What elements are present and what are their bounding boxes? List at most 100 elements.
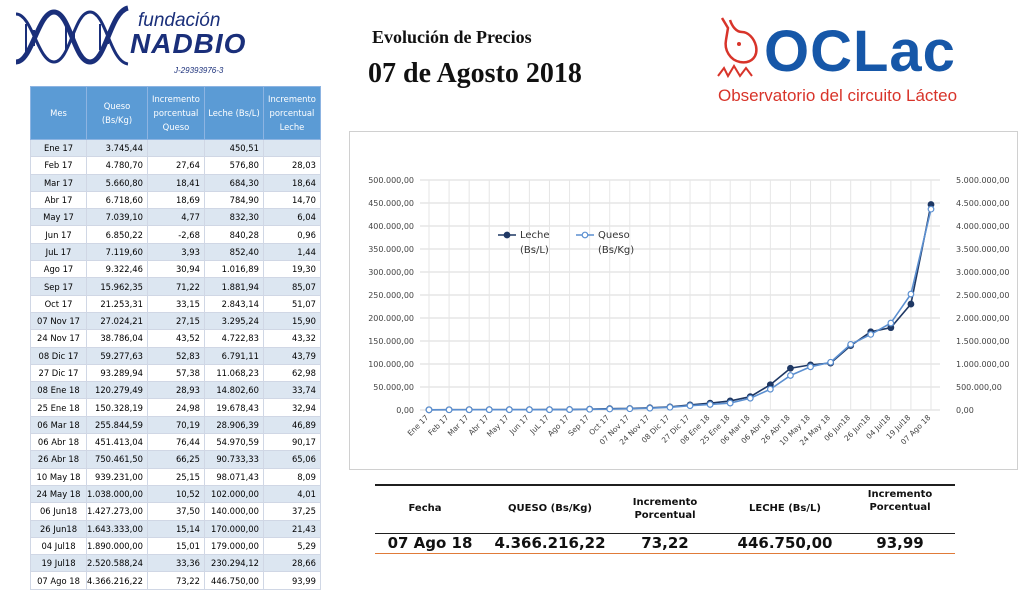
cell-mes: May 17 <box>30 208 87 227</box>
summary-value-incremento-queso: 73,22 <box>641 534 689 552</box>
cell-mes: Abr 17 <box>30 190 87 210</box>
cell-mes: 07 Ago 18 <box>30 571 87 590</box>
y-right-tick-label: 1.000.000,00 <box>956 360 1009 369</box>
y-left-tick-label: 350.000,00 <box>368 245 414 254</box>
table-row: Feb 17 4.780,70 27,64 576,80 28,03 <box>30 156 321 175</box>
cell-queso: 939.231,00 <box>86 467 148 486</box>
cell-incremento-queso: 33,15 <box>146 294 205 313</box>
cell-mes: 07 Nov 17 <box>30 311 87 331</box>
cell-incremento-queso: 71,22 <box>146 277 205 296</box>
summary-bottom-rule <box>375 553 955 554</box>
table-row: 06 Abr 18 451.413,04 76,44 54.970,59 90,17 <box>30 433 321 452</box>
summary-header-leche: LECHE (Bs/L) <box>749 503 821 514</box>
cell-queso: 2.520.588,24 <box>86 554 148 573</box>
cow-icon <box>717 17 758 79</box>
cell-mes: 06 Jun18 <box>30 502 87 521</box>
page-title: Evolución de Precios <box>372 27 532 47</box>
y-left-tick-label: 0,00 <box>396 406 414 415</box>
table-row: 06 Mar 18 255.844,59 70,19 28.906,39 46,89 <box>30 415 321 435</box>
cell-queso: 1.643.333,00 <box>86 519 148 538</box>
cell-leche: 98.071,43 <box>203 467 264 486</box>
series-point-queso <box>445 406 453 414</box>
y-right-tick-label: 3.000.000,00 <box>956 268 1009 277</box>
cell-leche: 11.068,23 <box>203 363 264 383</box>
cell-incremento-leche: 1,44 <box>262 242 321 262</box>
cell-incremento-queso: 70,19 <box>146 415 205 435</box>
cell-mes: 26 Abr 18 <box>30 450 87 469</box>
oclac-name-text: OCLac <box>764 19 956 84</box>
cell-queso: 93.289,94 <box>86 363 148 383</box>
cell-leche: 852,40 <box>203 242 264 262</box>
cell-incremento-queso: 66,25 <box>146 450 205 469</box>
cell-incremento-leche: 5,29 <box>262 536 321 556</box>
x-tick-label: Jun 17 <box>507 413 531 437</box>
cell-incremento-queso: 27,15 <box>146 311 205 331</box>
table-row: JuL 17 7.119,60 3,93 852,40 1,44 <box>30 242 321 262</box>
cell-mes: 26 Jun18 <box>30 519 87 538</box>
y-right-tick-label: 5.000.000,00 <box>956 176 1009 185</box>
series-point-queso <box>907 290 915 298</box>
summary-header-queso: QUESO (Bs/Kg) <box>508 503 592 514</box>
cell-incremento-leche <box>262 138 321 158</box>
table-row: Ago 17 9.322,46 30,94 1.016,89 19,30 <box>30 260 321 279</box>
cell-incremento-queso: 18,69 <box>146 190 205 210</box>
cell-incremento-leche: 33,74 <box>262 381 321 400</box>
cell-mes: Sep 17 <box>30 277 87 296</box>
cell-incremento-leche: 18,64 <box>262 173 321 192</box>
cell-mes: 06 Abr 18 <box>30 433 87 452</box>
price-evolution-chart: 0,00 50.000,00 100.000,00 150.000,00 200.000… <box>368 176 1009 447</box>
y-left-tick-label: 500.000,00 <box>368 176 414 185</box>
cell-leche: 230.294,12 <box>203 554 264 573</box>
cell-leche: 179.000,00 <box>203 536 264 556</box>
legend-label: Queso <box>598 230 630 241</box>
table-header-row: Mes Queso (Bs/Kg) Incremento porcentual … <box>30 86 321 140</box>
cell-incremento-queso: 15,14 <box>146 519 205 538</box>
cell-incremento-leche: 28,66 <box>262 554 321 573</box>
table-row: 06 Jun18 1.427.273,00 37,50 140.000,00 37,25 <box>30 502 321 521</box>
cell-leche: 784,90 <box>203 190 264 210</box>
cell-incremento-leche: 51,07 <box>262 294 321 313</box>
cell-queso: 15.962,35 <box>86 277 148 296</box>
header-leche: Leche (Bs/L) <box>203 86 264 140</box>
header-queso: Queso (Bs/Kg) <box>86 86 148 140</box>
summary-header-incremento-leche: Incremento Porcentual <box>867 489 933 513</box>
cell-mes: 04 Jul18 <box>30 536 87 556</box>
cell-incremento-leche: 15,90 <box>262 311 321 331</box>
cell-incremento-leche: 19,30 <box>262 260 321 279</box>
cell-leche: 840,28 <box>203 225 264 244</box>
y-left-tick-label: 150.000,00 <box>368 337 414 346</box>
y-left-tick-label: 400.000,00 <box>368 222 414 231</box>
y-left-tick-label: 200.000,00 <box>368 314 414 323</box>
table-row: 26 Abr 18 750.461,50 66,25 90.733,33 65,06 <box>30 450 321 469</box>
cell-leche: 1.881,94 <box>203 277 264 296</box>
page-date-title: 07 de Agosto 2018 <box>368 58 582 89</box>
cell-incremento-leche: 8,09 <box>262 467 321 486</box>
cell-queso: 7.039,10 <box>86 208 148 227</box>
header-mes: Mes <box>30 86 87 140</box>
y-right-tick-label: 500.000,00 <box>956 383 1002 392</box>
series-point-queso <box>626 405 634 413</box>
series-point-queso <box>847 340 855 348</box>
cell-leche: 14.802,60 <box>203 381 264 400</box>
header-incremento-leche: Incremento porcentual Leche <box>262 86 321 140</box>
y-right-tick-label: 2.000.000,00 <box>956 314 1009 323</box>
cell-leche: 446.750,00 <box>203 571 264 590</box>
cell-incremento-leche: 62,98 <box>262 363 321 383</box>
cell-queso: 4.780,70 <box>86 156 148 175</box>
legend-label: Leche <box>520 230 550 241</box>
cell-mes: 27 Dic 17 <box>30 363 87 383</box>
table-row: 07 Nov 17 27.024,21 27,15 3.295,24 15,90 <box>30 311 321 331</box>
table-row: 07 Ago 18 4.366.216,22 73,22 446.750,00 93,9… <box>30 571 321 590</box>
cell-leche: 140.000,00 <box>203 502 264 521</box>
series-point-queso <box>867 331 875 338</box>
series-point-queso <box>706 401 714 408</box>
series-point-queso <box>485 406 493 414</box>
cell-incremento-queso: -2,68 <box>146 225 205 244</box>
cell-leche: 19.678,43 <box>203 398 264 417</box>
cell-queso: 451.413,04 <box>86 433 148 452</box>
table-row: 04 Jul18 1.890.000,00 15,01 179.000,00 5,29 <box>30 536 321 556</box>
cell-queso: 59.277,63 <box>86 346 148 365</box>
cell-mes: 08 Dic 17 <box>30 346 87 365</box>
y-left-tick-label: 100.000,00 <box>368 360 414 369</box>
cell-incremento-leche: 43,79 <box>262 346 321 365</box>
